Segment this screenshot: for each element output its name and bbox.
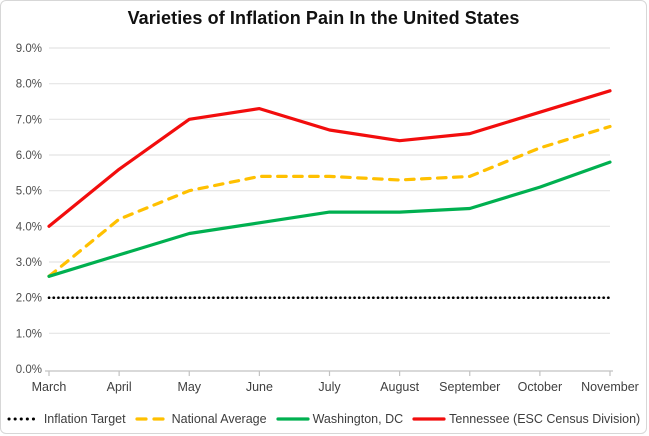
y-axis-tick-label: 1.0%	[16, 328, 42, 340]
x-axis-tick-label: July	[318, 380, 341, 394]
legend-label: Tennessee (ESC Census Division)	[449, 412, 641, 426]
series-line-washington-dc	[47, 160, 612, 278]
y-axis-tick-label: 0.0%	[16, 364, 42, 376]
legend-marker-solid-line-icon	[275, 417, 310, 421]
x-axis-tick-label: March	[32, 380, 67, 394]
x-axis-tick-label: October	[518, 380, 562, 394]
x-axis-tick-label: April	[107, 380, 132, 394]
series-line-national-average	[47, 124, 612, 278]
chart-title: Varieties of Inflation Pain In the Unite…	[127, 8, 520, 28]
legend-label: National Average	[171, 412, 267, 426]
legend-marker-dashed-line-icon	[134, 417, 169, 421]
x-axis-tick-label: May	[177, 380, 201, 394]
chart-legend: Inflation Target National Average Washingt…	[1, 412, 646, 426]
x-axis-tick-label: November	[581, 380, 639, 394]
y-axis-tick-label: 4.0%	[16, 221, 42, 233]
legend-marker-solid-line-icon	[412, 417, 446, 421]
x-axis-tick-label: September	[439, 380, 500, 394]
legend-item: Washington, DC	[275, 412, 404, 426]
y-axis-tick-label: 9.0%	[16, 43, 42, 55]
y-axis-tick-label: 2.0%	[16, 293, 42, 305]
y-axis-tick-label: 7.0%	[16, 114, 42, 126]
series-line-tennessee-esc-census-division	[47, 89, 612, 228]
y-axis-tick-label: 6.0%	[16, 150, 42, 162]
y-axis-tick-label: 5.0%	[16, 186, 42, 198]
legend-item: Tennessee (ESC Census Division)	[412, 412, 640, 426]
x-axis-tick-label: June	[246, 380, 273, 394]
legend-item: Inflation Target	[7, 412, 126, 426]
y-axis-tick-label: 3.0%	[16, 257, 42, 269]
x-axis-tick-label: August	[380, 380, 419, 394]
legend-item: National Average	[134, 412, 267, 426]
legend-label: Inflation Target	[43, 412, 126, 426]
legend-marker-dotted-line-icon	[7, 417, 41, 421]
y-axis-tick-label: 8.0%	[16, 79, 42, 91]
legend-label: Washington, DC	[312, 412, 404, 426]
